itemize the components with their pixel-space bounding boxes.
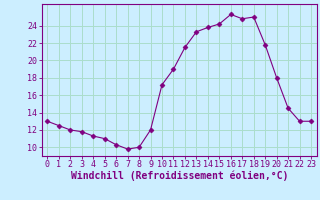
X-axis label: Windchill (Refroidissement éolien,°C): Windchill (Refroidissement éolien,°C) (70, 171, 288, 181)
